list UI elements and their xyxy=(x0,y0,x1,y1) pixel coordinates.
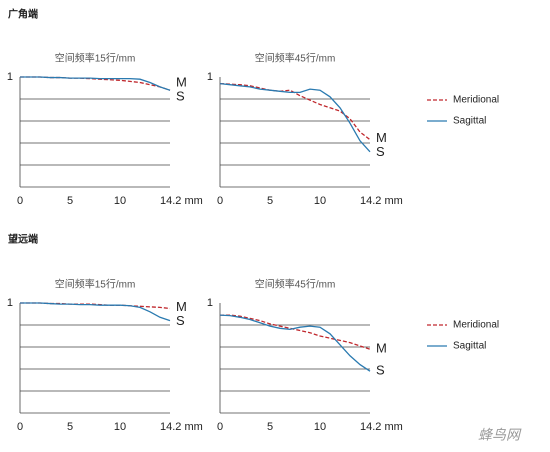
x-tick-label: 5 xyxy=(267,421,273,433)
x-tick-label: 0 xyxy=(217,421,223,433)
series-line xyxy=(20,302,171,322)
x-tick-label: 10 xyxy=(114,195,126,207)
x-tick-label: 10 xyxy=(114,421,126,433)
series-end-label: M xyxy=(176,75,187,90)
x-tick-label: 10 xyxy=(314,421,326,433)
watermark: 蜂鸟网 xyxy=(478,427,522,443)
x-tick-label: 10 xyxy=(314,195,326,207)
series-end-label: M xyxy=(376,130,387,145)
y-tick-label: 1 xyxy=(207,297,213,309)
x-tick-label: 14.2 mm xyxy=(360,195,403,207)
series-line xyxy=(219,82,371,141)
y-tick-label: 1 xyxy=(7,71,13,83)
chart-subtitle: 空间频率45行/mm xyxy=(255,278,336,291)
x-tick-label: 5 xyxy=(67,421,73,433)
series-end-label: S xyxy=(176,313,185,328)
legend-label: Sagittal xyxy=(453,341,486,352)
chart-subtitle: 空间频率15行/mm xyxy=(55,52,136,65)
series-line xyxy=(20,302,171,310)
y-tick-label: 1 xyxy=(207,71,213,83)
series-line xyxy=(220,314,371,350)
legend-label: Meridional xyxy=(453,320,499,331)
series-end-label: M xyxy=(176,299,187,314)
series-line xyxy=(20,76,171,91)
x-tick-label: 14.2 mm xyxy=(160,421,203,433)
series-end-label: M xyxy=(376,341,387,356)
chart-subtitle: 空间频率15行/mm xyxy=(55,278,136,291)
y-tick-label: 1 xyxy=(7,297,13,309)
section-title: 广角端 xyxy=(8,8,38,21)
x-tick-label: 0 xyxy=(217,195,223,207)
x-tick-label: 14.2 mm xyxy=(160,195,203,207)
x-tick-label: 14.2 mm xyxy=(360,421,403,433)
legend-label: Sagittal xyxy=(453,116,486,127)
series-end-label: S xyxy=(176,89,185,104)
x-tick-label: 0 xyxy=(17,421,23,433)
series-line xyxy=(219,82,371,153)
series-end-label: S xyxy=(376,363,385,378)
x-tick-label: 5 xyxy=(267,195,273,207)
x-tick-label: 0 xyxy=(17,195,23,207)
legend-label: Meridional xyxy=(453,95,499,106)
series-end-label: S xyxy=(376,144,385,159)
series-line xyxy=(219,314,371,372)
x-tick-label: 5 xyxy=(67,195,73,207)
chart-subtitle: 空间频率45行/mm xyxy=(255,52,336,65)
section-title: 望远端 xyxy=(8,233,38,246)
